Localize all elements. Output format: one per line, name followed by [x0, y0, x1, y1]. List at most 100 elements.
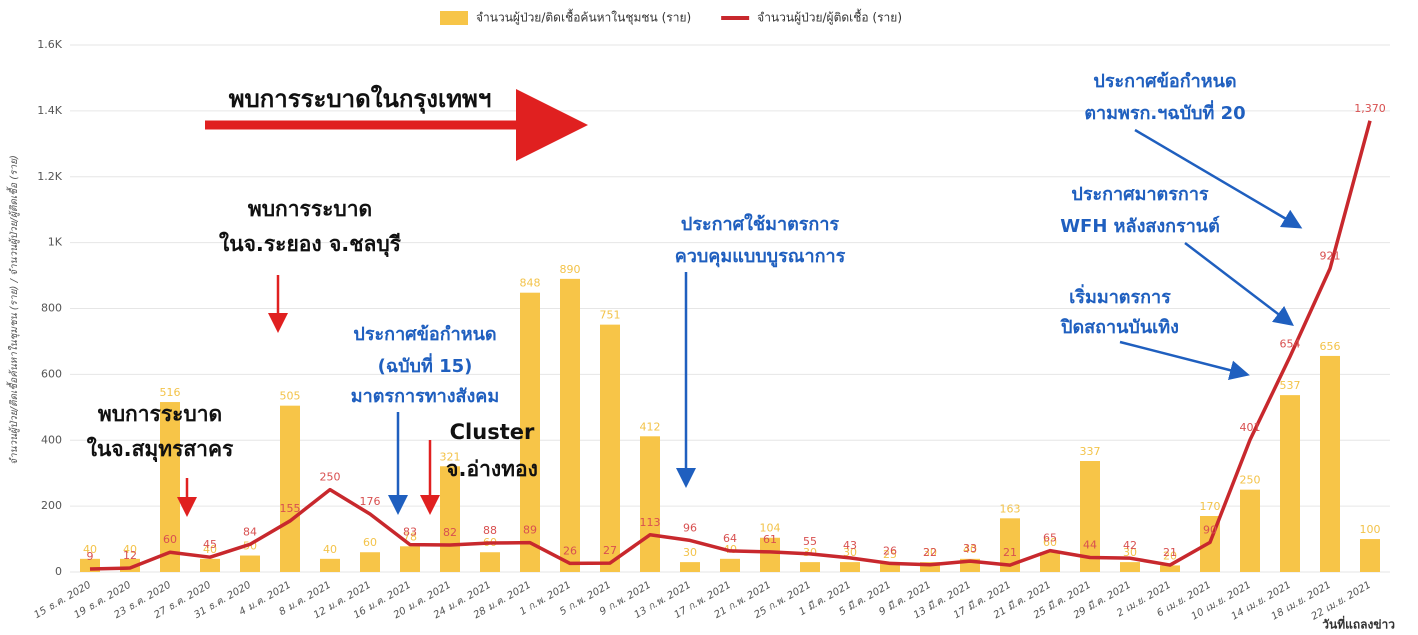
annotation: ประกาศมาตรการ: [1071, 184, 1209, 205]
bar: [200, 558, 220, 572]
data-label: 96: [683, 521, 697, 534]
data-label: 104: [760, 522, 781, 535]
annotation: ประกาศใช้มาตรการ: [681, 213, 840, 235]
data-label: 751: [600, 309, 621, 322]
y-tick-label: 1.2K: [37, 170, 62, 183]
data-label: 516: [160, 386, 181, 399]
data-label: 40: [123, 543, 137, 556]
data-label: 321: [440, 450, 461, 463]
data-label: 337: [1080, 445, 1101, 458]
bar: [840, 562, 860, 572]
data-label: 26: [563, 544, 577, 557]
annotation: ในจ.ระยอง จ.ชลบุรี: [219, 231, 402, 258]
legend-label: จำนวนผู้ป่วย/ผู้ติดเชื้อ (ราย): [757, 9, 902, 26]
bar: [1240, 489, 1260, 572]
annotation: Cluster: [450, 420, 535, 444]
bar: [600, 324, 620, 572]
data-label: 654: [1280, 338, 1301, 351]
y-tick-label: 1.4K: [37, 104, 62, 117]
data-label: 9: [87, 550, 94, 563]
annotation: ควบคุมแบบบูรณาการ: [675, 246, 846, 268]
data-label: 60: [163, 533, 177, 546]
bar: [400, 546, 420, 572]
bar: [160, 402, 180, 572]
bar: [1080, 461, 1100, 572]
y-tick-label: 800: [41, 302, 62, 315]
x-axis-label: วันที่แถลงข่าว: [1322, 616, 1395, 632]
data-label: 40: [203, 543, 217, 556]
data-label: 921: [1320, 250, 1341, 263]
data-label: 55: [803, 535, 817, 548]
bar: [1280, 395, 1300, 572]
bar: [480, 552, 500, 572]
bar: [1120, 562, 1140, 572]
data-label: 505: [280, 390, 301, 403]
data-label: 20: [1163, 549, 1177, 562]
bar: [640, 436, 660, 572]
data-label: 82: [443, 526, 457, 539]
bar: [880, 563, 900, 572]
data-label: 40: [83, 543, 97, 556]
data-label: 113: [640, 516, 661, 529]
data-label: 21: [1003, 546, 1017, 559]
bar: [560, 278, 580, 572]
y-tick-label: 600: [41, 367, 62, 380]
annotation: ปิดสถานบันเทิง: [1060, 317, 1179, 338]
annotation: มาตรการทางสังคม: [351, 386, 499, 407]
data-label: 83: [403, 526, 417, 539]
data-label: 1,370: [1354, 102, 1386, 115]
bar: [720, 558, 740, 572]
data-label: 61: [763, 533, 777, 546]
bar: [920, 562, 940, 572]
data-label: 12: [123, 549, 137, 562]
bar: [520, 292, 540, 572]
data-label: 33: [963, 542, 977, 555]
data-label: 44: [1083, 539, 1097, 552]
data-label: 89: [523, 524, 537, 537]
data-label: 890: [560, 263, 581, 276]
data-label: 21: [1163, 546, 1177, 559]
bar: [1320, 355, 1340, 572]
data-label: 250: [320, 471, 341, 484]
bar: [1040, 552, 1060, 572]
data-label: 170: [1200, 500, 1221, 513]
data-label: 250: [1240, 474, 1261, 487]
y-tick-label: 1K: [48, 236, 63, 249]
data-label: 64: [723, 532, 737, 545]
y-tick-label: 1.6K: [37, 38, 62, 51]
annotation: ในจ.สมุทรสาคร: [87, 436, 234, 463]
y-axis-label: จำนวนผู้ป่วย/ติดเชื้อค้นหาในชุมชน (ราย) …: [6, 155, 20, 465]
data-label: 100: [1360, 523, 1381, 536]
arrow: [1134, 128, 1303, 229]
data-label: 45: [203, 538, 217, 551]
annotation: (ฉบับที่ 15): [378, 353, 473, 377]
legend: จำนวนผู้ป่วย/ติดเชื้อค้นหาในชุมชน (ราย) จ…: [440, 9, 902, 26]
data-label: 65: [1043, 532, 1057, 545]
bar: [760, 537, 780, 572]
annotation: เริ่มมาตรการ: [1069, 284, 1171, 308]
data-label: 30: [683, 546, 697, 559]
arrow: [1184, 242, 1294, 327]
data-label: 656: [1320, 340, 1341, 353]
y-tick-label: 400: [41, 433, 62, 446]
line: [89, 120, 1372, 571]
bar: [440, 466, 460, 572]
bar: [1000, 518, 1020, 572]
bar: [680, 562, 700, 572]
bar: [1360, 539, 1380, 572]
data-label: 40: [963, 543, 977, 556]
annotation: จ.อ่างทอง: [446, 457, 538, 481]
data-label: 22: [923, 546, 937, 559]
data-label: 26: [883, 544, 897, 557]
data-label: 60: [1043, 536, 1057, 549]
data-label: 176: [360, 495, 381, 508]
annotation: พบการระบาด: [98, 402, 222, 426]
data-label: 848: [520, 277, 541, 290]
legend-swatch: [440, 11, 468, 25]
bar: [800, 562, 820, 572]
data-label: 30: [923, 546, 937, 559]
data-label: 412: [640, 420, 661, 433]
data-label: 25: [883, 548, 897, 561]
data-label: 27: [603, 544, 617, 557]
annotation: พบการระบาดในกรุงเทพฯ: [229, 84, 492, 115]
